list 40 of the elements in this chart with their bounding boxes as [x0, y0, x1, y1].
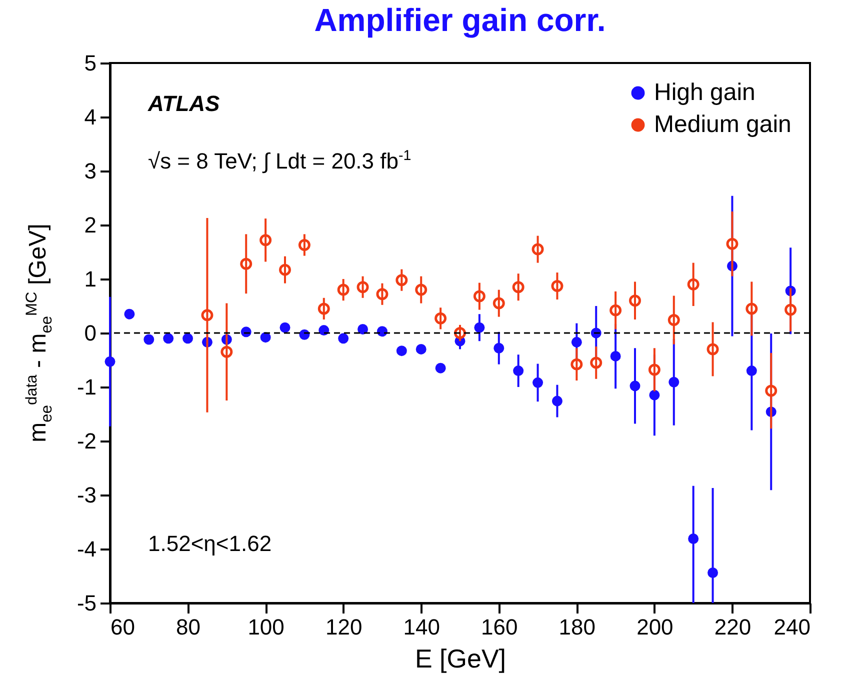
point — [396, 346, 407, 356]
point — [144, 334, 154, 345]
point — [182, 333, 194, 344]
point — [163, 333, 174, 344]
y-tick-label: 0 — [84, 320, 96, 346]
x-axis-title: E [GeV] — [414, 644, 506, 674]
x-tick-label: 160 — [481, 614, 518, 640]
y-tick-label: 3 — [84, 158, 96, 184]
annotation: √s = 8 TeV; ∫ Ldt = 20.3 fb$^{-1}$ — [148, 148, 412, 174]
point — [435, 362, 446, 374]
chart-title: Amplifier gain corr. — [314, 2, 606, 38]
legend-label: High gain — [654, 79, 756, 106]
x-tick-label: 240 — [774, 614, 810, 640]
x-tick-label: 140 — [403, 614, 440, 640]
x-tick-label: 100 — [248, 614, 284, 640]
x-tick-label: 220 — [714, 614, 752, 640]
x-tick-label: 60 — [110, 614, 135, 640]
y-tick-label: 1 — [84, 266, 96, 292]
point — [358, 324, 368, 334]
point — [338, 333, 349, 344]
point — [260, 332, 271, 343]
y-tick-label: 2 — [84, 212, 96, 238]
y-tick-label: 4 — [84, 104, 96, 130]
point — [416, 344, 426, 354]
y-tick-label: -2 — [76, 428, 96, 454]
annotation: 1.52<η<1.62 — [148, 531, 272, 557]
x-tick-label: 180 — [558, 614, 596, 640]
y-tick-label: -1 — [76, 374, 96, 400]
y-tick-label: 5 — [84, 50, 96, 76]
y-tick-label: -3 — [76, 482, 96, 508]
legend-label: Medium gain — [654, 111, 792, 138]
point — [280, 322, 290, 333]
annotation: ATLAS — [148, 91, 220, 117]
y-tick-label: -4 — [76, 536, 96, 562]
point — [124, 308, 135, 320]
point — [318, 325, 330, 336]
x-tick-label: 120 — [325, 614, 362, 640]
y-tick-label: -5 — [76, 590, 96, 616]
x-tick-label: 200 — [636, 614, 674, 640]
x-tick-label: 80 — [176, 614, 201, 640]
